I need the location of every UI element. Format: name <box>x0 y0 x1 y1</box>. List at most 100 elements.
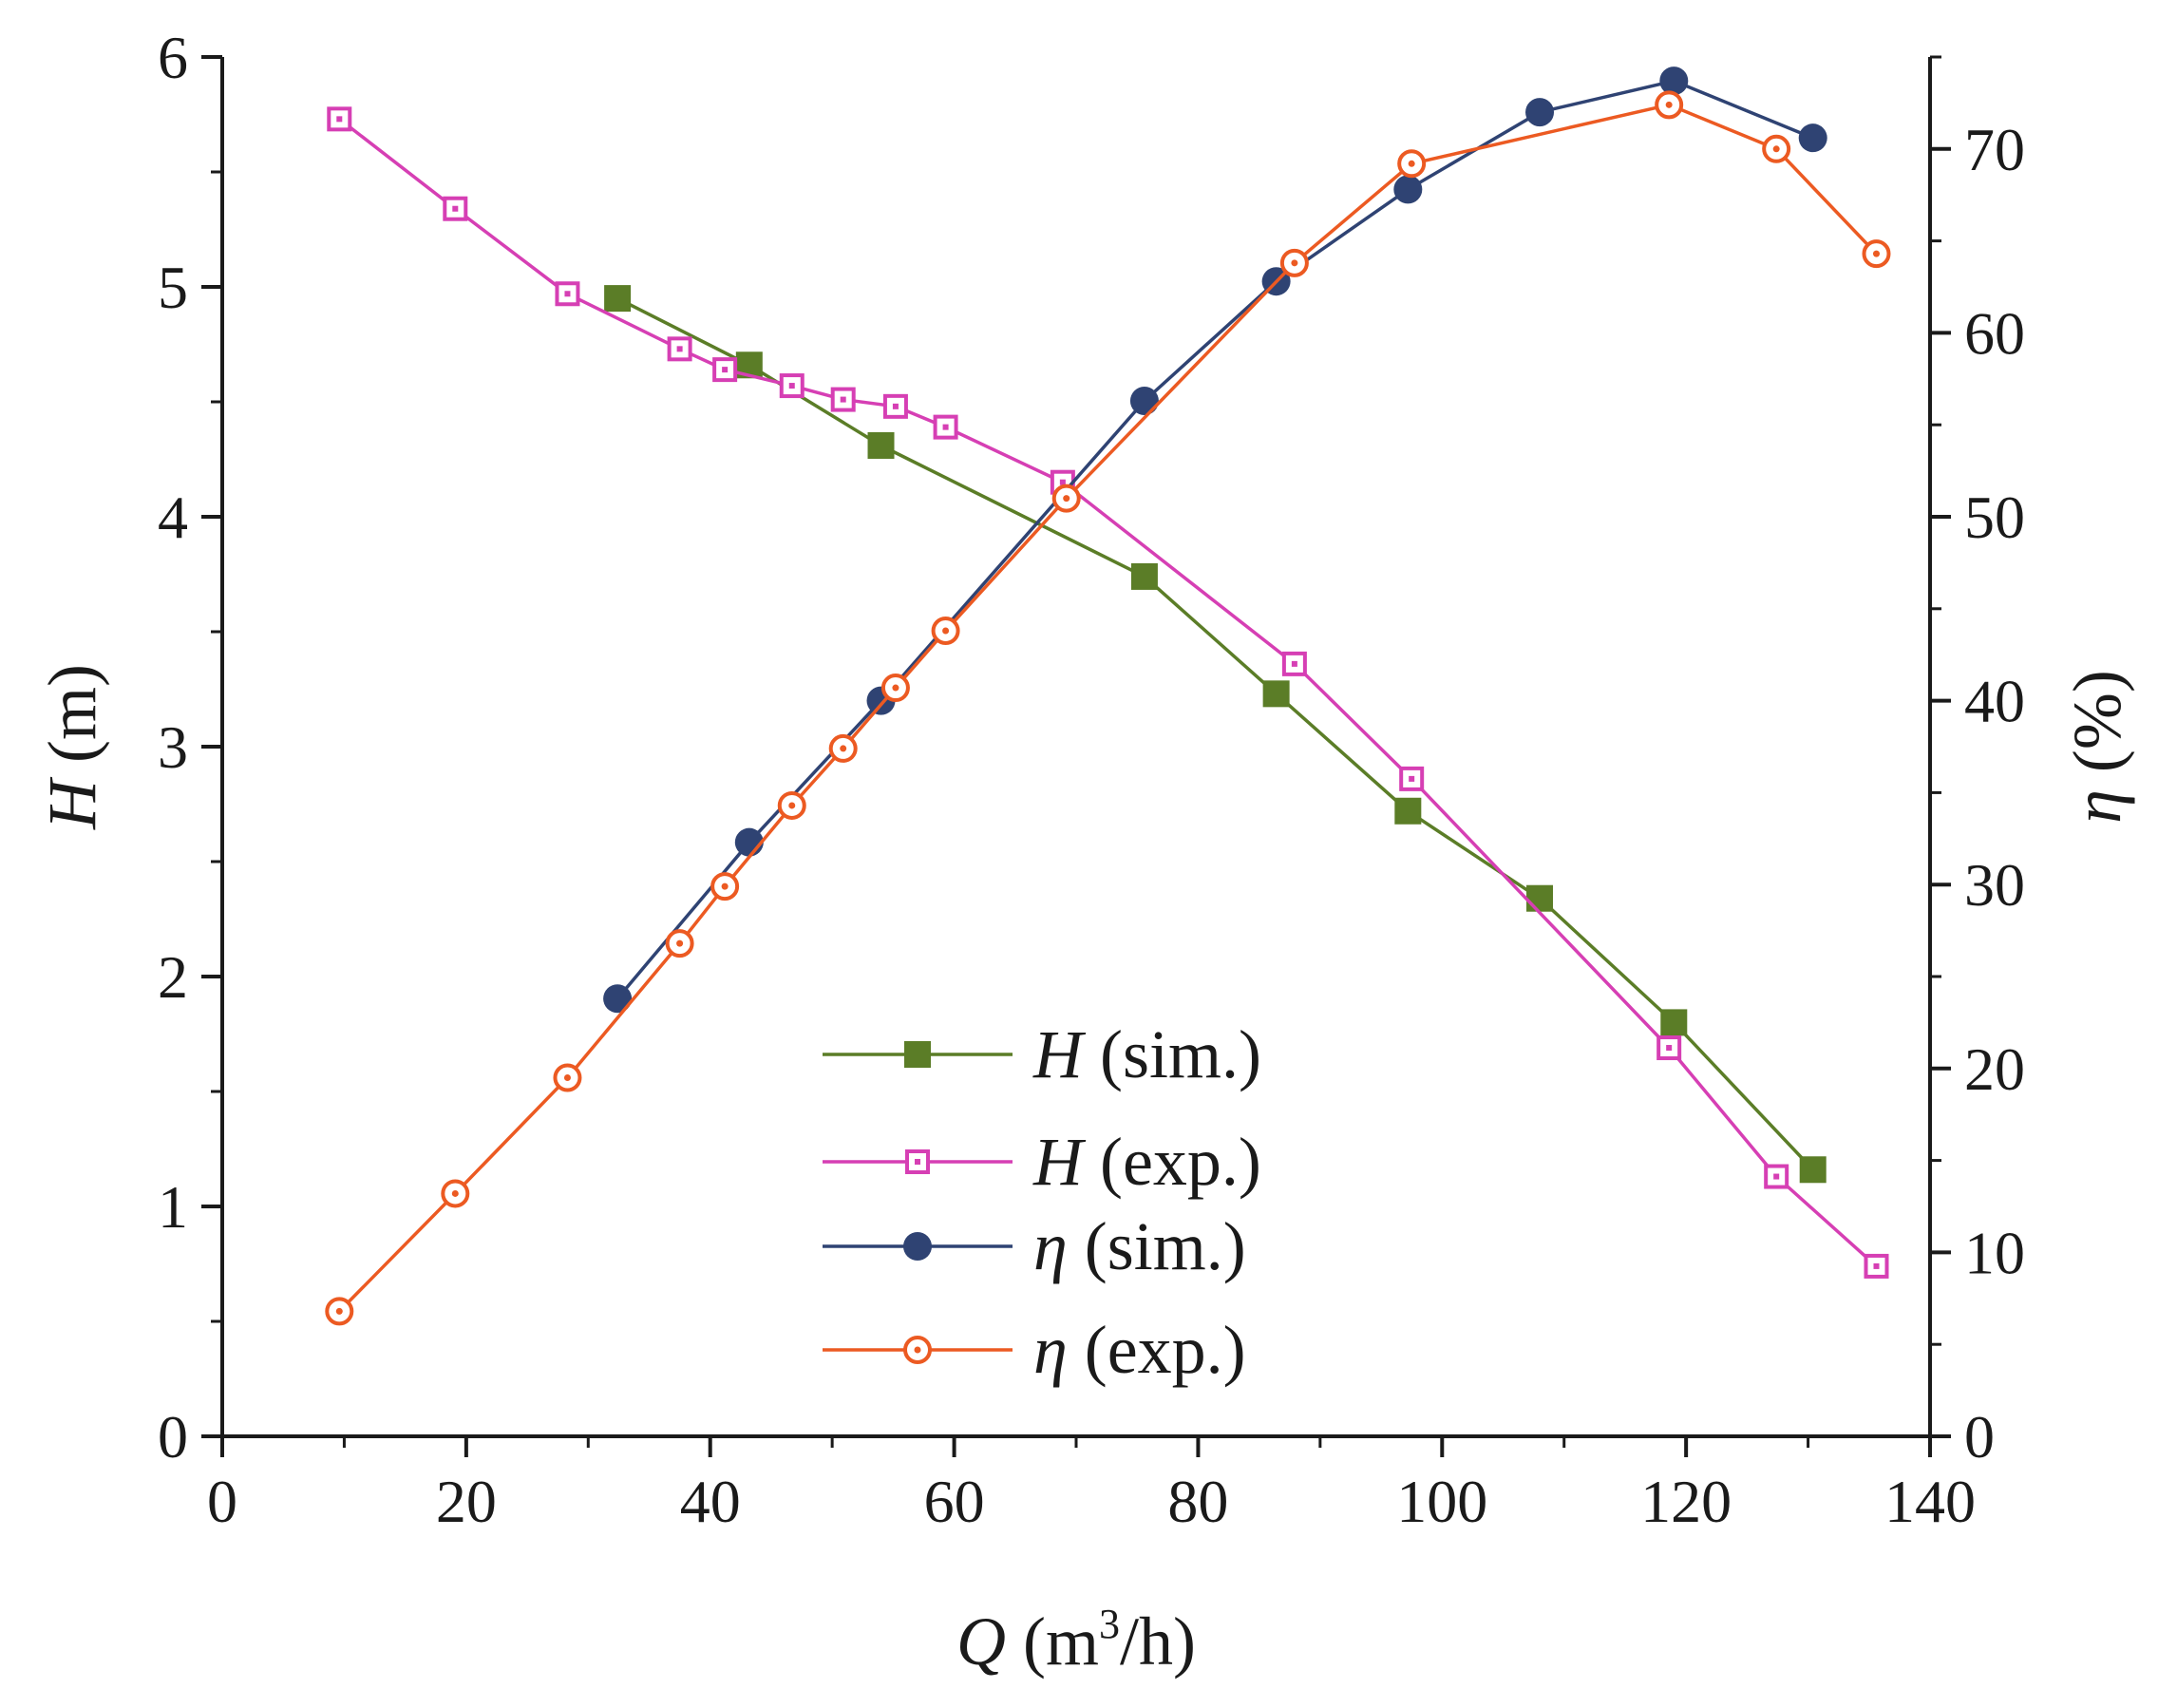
data-point-eta-sim <box>734 827 764 857</box>
y-left-tick-label: 2 <box>158 943 188 1011</box>
data-point-eta-exp <box>325 1297 354 1326</box>
data-point-eta-exp <box>665 929 694 958</box>
x-tick-label: 20 <box>436 1468 497 1535</box>
data-point-eta-exp <box>1397 149 1427 179</box>
y-left-tick-label: 5 <box>158 254 188 321</box>
data-point-h-exp <box>327 106 352 132</box>
y-right-axis-title: η (%) <box>2059 670 2135 824</box>
axes: 0 20 40 60 80 100 120 1400123456010203040506070… <box>34 24 2135 1680</box>
legend-label-h-exp: H (exp.) <box>1032 1124 1261 1200</box>
y-right-tick-label: 40 <box>1964 668 2025 735</box>
legend-marker-eta-exp <box>903 1336 932 1364</box>
legend-label-h-sim: H (sim.) <box>1032 1016 1261 1092</box>
legend-marker-h-exp <box>905 1149 930 1174</box>
data-point-eta-sim <box>1129 387 1159 416</box>
data-point-eta-exp <box>1862 239 1891 269</box>
series-h-sim <box>604 285 1827 1184</box>
y-left-tick-label: 3 <box>158 713 188 781</box>
data-point-h-sim <box>1660 1009 1688 1036</box>
y-left-tick-label: 4 <box>158 484 188 551</box>
data-point-eta-exp <box>1279 248 1309 277</box>
legend-label-text: (exp.) <box>1083 1124 1261 1200</box>
data-point-eta-exp <box>1762 134 1791 163</box>
legend-entry-eta-sim: η (sim.) <box>823 1208 1246 1284</box>
data-point-eta-exp <box>553 1063 582 1092</box>
legend-label-text: (sim.) <box>1083 1016 1261 1092</box>
data-point-h-sim <box>867 431 895 459</box>
x-tick-label: 140 <box>1884 1468 1976 1535</box>
x-axis-unit-close: /h) <box>1120 1604 1196 1680</box>
y-right-tick-label: 20 <box>1964 1035 2025 1103</box>
data-point-h-exp <box>1764 1164 1789 1189</box>
x-axis-title: Q (m3/h) <box>956 1601 1196 1680</box>
y-left-tick-label: 6 <box>158 24 188 91</box>
data-point-h-exp <box>712 357 738 383</box>
x-tick-label: 60 <box>924 1468 985 1535</box>
data-point-eta-sim <box>1393 175 1423 204</box>
plot-series <box>325 66 1891 1326</box>
legend-marker-h-sim <box>904 1041 931 1068</box>
legend-label-symbol: η <box>1033 1312 1068 1388</box>
legend: H (sim.)H (exp.)η (sim.)η (exp.) <box>823 1016 1261 1388</box>
x-tick-label: 40 <box>680 1468 741 1535</box>
legend-label-text: (exp.) <box>1068 1312 1246 1388</box>
x-axis-unit-open: (m <box>1006 1604 1099 1680</box>
y-left-tick-label: 0 <box>158 1403 188 1471</box>
data-point-eta-exp <box>1051 484 1081 513</box>
data-point-h-exp <box>1399 766 1425 791</box>
data-point-h-exp <box>779 373 805 399</box>
y-right-tick-label: 30 <box>1964 851 2025 919</box>
data-point-h-exp <box>667 336 692 362</box>
data-point-eta-sim <box>1798 123 1827 153</box>
data-point-h-exp <box>882 393 908 419</box>
data-point-h-exp <box>933 414 958 440</box>
data-point-h-sim <box>1526 884 1554 912</box>
data-point-h-sim <box>1799 1156 1827 1184</box>
data-point-eta-exp <box>931 617 960 646</box>
y-right-axis-symbol: η <box>2059 789 2135 824</box>
legend-label-text: (sim.) <box>1068 1208 1246 1284</box>
y-right-tick-label: 50 <box>1964 484 2025 551</box>
legend-label-symbol: H <box>1032 1016 1087 1092</box>
legend-label-symbol: η <box>1033 1208 1068 1284</box>
legend-label-symbol: H <box>1032 1124 1087 1200</box>
y-right-tick-label: 0 <box>1964 1403 1995 1471</box>
data-point-h-sim <box>604 285 632 313</box>
series-h-exp <box>327 106 1889 1279</box>
data-point-h-sim <box>1130 562 1158 590</box>
y-left-axis-title: H (m) <box>34 664 110 830</box>
data-point-eta-sim <box>1659 66 1689 96</box>
data-point-h-exp <box>443 196 468 221</box>
data-point-eta-exp <box>1655 90 1684 120</box>
x-axis-unit-superscript: 3 <box>1099 1601 1120 1647</box>
data-point-eta-exp <box>777 790 806 820</box>
legend-entry-h-sim: H (sim.) <box>823 1016 1261 1092</box>
y-left-axis-symbol: H <box>34 776 110 830</box>
x-tick-label: 80 <box>1167 1468 1228 1535</box>
data-point-eta-sim <box>603 984 633 1014</box>
data-point-eta-exp <box>710 872 740 901</box>
y-right-tick-label: 70 <box>1964 116 2025 183</box>
legend-entry-h-exp: H (exp.) <box>823 1124 1261 1200</box>
x-tick-label: 100 <box>1396 1468 1487 1535</box>
data-point-h-exp <box>555 281 580 307</box>
data-point-eta-sim <box>1525 98 1555 127</box>
data-point-h-exp <box>830 387 856 412</box>
legend-label-eta-exp: η (exp.) <box>1033 1312 1246 1388</box>
y-left-tick-label: 1 <box>158 1173 188 1241</box>
data-point-h-sim <box>1394 797 1422 825</box>
y-right-axis-unit: (%) <box>2059 670 2135 789</box>
y-right-tick-label: 10 <box>1964 1219 2025 1286</box>
x-axis-symbol: Q <box>956 1604 1006 1680</box>
series-eta-exp <box>325 90 1891 1326</box>
y-left-axis-unit: (m) <box>34 664 110 780</box>
legend-label-eta-sim: η (sim.) <box>1033 1208 1246 1284</box>
data-point-h-exp <box>1864 1253 1889 1279</box>
legend-marker-eta-sim <box>903 1232 932 1261</box>
x-tick-label: 120 <box>1640 1468 1732 1535</box>
data-point-eta-exp <box>441 1179 470 1208</box>
x-tick-label: 0 <box>207 1468 237 1535</box>
data-point-h-exp <box>1281 651 1307 676</box>
